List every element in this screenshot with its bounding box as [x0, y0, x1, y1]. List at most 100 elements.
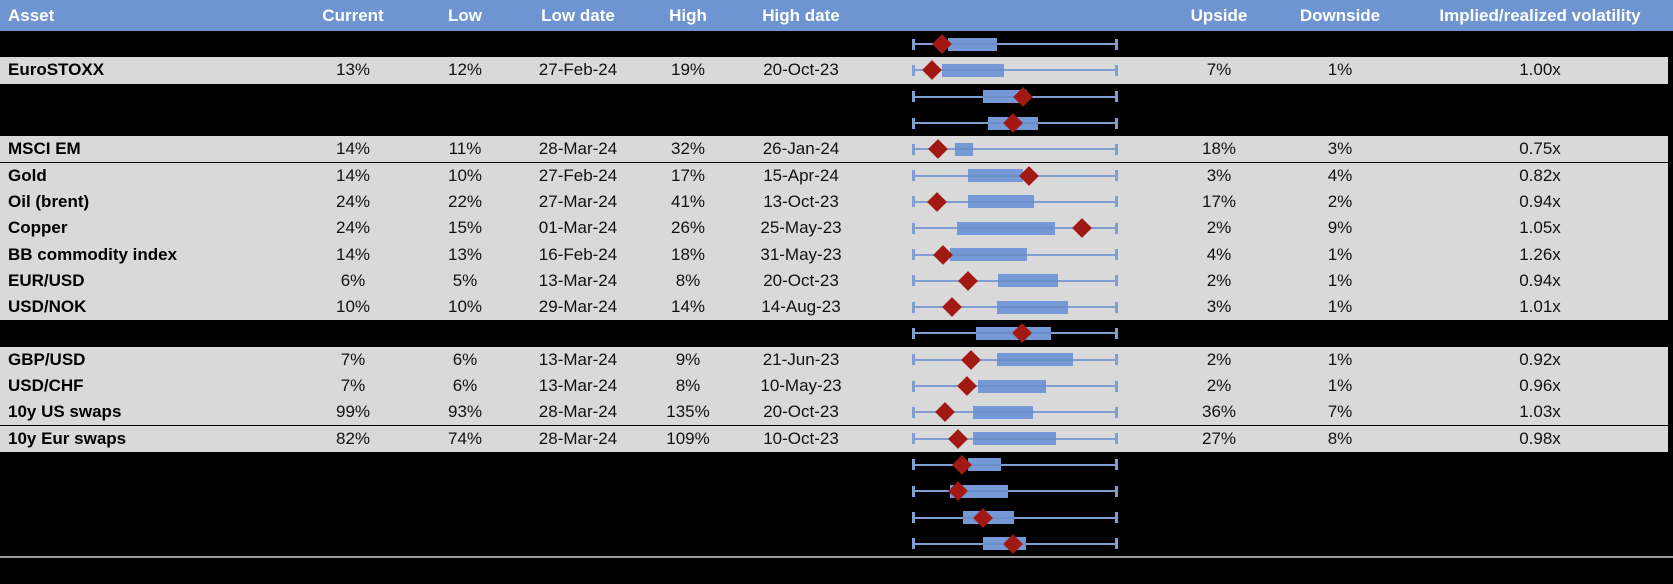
cell-high: 19%	[670, 60, 706, 80]
whisker-cap-left	[912, 485, 915, 497]
whisker-through-box	[968, 463, 1001, 466]
cell-current: 24%	[335, 191, 371, 211]
cell-high: 9%	[675, 349, 701, 369]
cell-downside: 1%	[1327, 297, 1353, 317]
cell-current: 10%	[335, 297, 371, 317]
table-row-bb-commodity-index: BB commodity index 14% 13% 16-Feb-24 18% 31-M…	[0, 241, 1668, 268]
table-row-usd-nok: USD/NOK 10% 10% 29-Mar-24 14% 14-Aug-23 3% 1% 1.…	[0, 294, 1668, 321]
cell-low: 10%	[447, 165, 483, 185]
current-diamond-marker	[935, 402, 955, 423]
table-header-row: Asset Current Low Low date High High date Upsi…	[0, 0, 1673, 31]
cell-low: 6%	[452, 349, 478, 369]
cell-low: 13%	[447, 244, 483, 264]
cell-low-date: 27-Feb-24	[538, 60, 618, 80]
cell-implied-realized: 0.98x	[1519, 428, 1561, 448]
whisker-cap-right	[1115, 196, 1118, 208]
cell-high: 41%	[670, 191, 706, 211]
box-plot	[912, 268, 1118, 294]
current-diamond-marker	[928, 139, 948, 160]
cell-high-date: 20-Oct-23	[763, 402, 839, 422]
cell-low: 11%	[448, 139, 482, 159]
whisker-through-box	[949, 490, 1008, 493]
cell-downside: 1%	[1327, 376, 1353, 396]
cell-low-date: 13-Mar-24	[538, 349, 618, 369]
cell-asset: EuroSTOXX	[8, 60, 105, 80]
box-plot	[912, 136, 1118, 162]
cell-low-date: 29-Mar-24	[538, 297, 618, 317]
box-plot	[912, 215, 1118, 241]
whisker-through-box	[972, 411, 1033, 414]
cell-low: 5%	[452, 270, 478, 290]
whisker-line	[912, 69, 1118, 72]
whisker-through-box	[997, 279, 1059, 282]
table-row-oil-brent-: Oil (brent) 24% 22% 27-Mar-24 41% 13-Oct-23 17…	[0, 188, 1668, 216]
whisker-cap-right	[1115, 275, 1118, 287]
box-plot	[912, 399, 1118, 425]
current-diamond-marker	[957, 270, 978, 291]
column-header-high-date: High date	[762, 6, 840, 25]
hidden-row	[0, 531, 1668, 557]
cell-implied-realized: 1.01x	[1519, 297, 1561, 317]
box-plot	[912, 373, 1118, 399]
whisker-cap-right	[1115, 327, 1118, 339]
cell-current: 7%	[340, 349, 366, 369]
cell-high: 14%	[670, 297, 706, 317]
cell-asset: USD/CHF	[8, 376, 84, 396]
whisker-cap-left	[912, 249, 915, 261]
cell-high-date: 25-May-23	[760, 218, 842, 238]
whisker-cap-right	[1115, 170, 1118, 182]
whisker-cap-left	[912, 538, 915, 550]
cell-high: 32%	[670, 139, 706, 159]
cell-high: 8%	[675, 376, 701, 396]
whisker-through-box	[948, 43, 998, 46]
cell-implied-realized: 0.82x	[1519, 165, 1561, 185]
cell-downside: 1%	[1327, 270, 1353, 290]
table-row-copper: Copper 24% 15% 01-Mar-24 26% 25-May-23 2% 9% 1.0…	[0, 215, 1668, 242]
cell-asset: Oil (brent)	[8, 191, 90, 211]
whisker-through-box	[997, 306, 1068, 309]
cell-high: 18%	[670, 244, 706, 264]
cell-high: 135%	[666, 402, 710, 422]
cell-upside: 2%	[1206, 218, 1232, 238]
cell-high-date: 10-May-23	[760, 376, 842, 396]
whisker-cap-left	[912, 196, 915, 208]
cell-current: 14%	[335, 165, 371, 185]
whisker-cap-right	[1115, 512, 1118, 524]
whisker-line	[912, 516, 1118, 519]
cell-asset: Copper	[8, 218, 68, 238]
whisker-through-box	[968, 200, 1034, 203]
whisker-through-box	[983, 95, 1027, 98]
whisker-through-box	[949, 253, 1027, 256]
cell-high-date: 31-May-23	[760, 244, 842, 264]
cell-asset: Gold	[8, 165, 47, 185]
cell-low: 6%	[452, 376, 478, 396]
cell-upside: 17%	[1201, 191, 1237, 211]
cell-high: 17%	[670, 165, 706, 185]
whisker-cap-right	[1115, 301, 1118, 313]
whisker-cap-right	[1115, 117, 1118, 129]
cell-high: 109%	[666, 428, 710, 448]
cell-current: 14%	[335, 139, 371, 159]
table-row-msci-em: MSCI EM 14% 11% 28-Mar-24 32% 26-Jan-24 18% 3% 0…	[0, 136, 1668, 163]
table-row-10y-eur-swaps: 10y Eur swaps 82% 74% 28-Mar-24 109% 10-Oct-2…	[0, 425, 1668, 452]
box-plot	[912, 531, 1118, 557]
cell-implied-realized: 0.75x	[1519, 139, 1561, 159]
hidden-row	[0, 478, 1668, 504]
cell-downside: 2%	[1327, 191, 1353, 211]
table-row-10y-us-swaps: 10y US swaps 99% 93% 28-Mar-24 135% 20-Oct-23…	[0, 399, 1668, 426]
cell-current: 13%	[335, 60, 371, 80]
cell-implied-realized: 1.00x	[1519, 60, 1561, 80]
cell-upside: 4%	[1206, 244, 1232, 264]
hidden-row	[0, 84, 1668, 110]
whisker-cap-left	[912, 459, 915, 471]
column-header-downside: Downside	[1299, 6, 1381, 25]
cell-downside: 3%	[1327, 139, 1353, 159]
box-plot	[912, 478, 1118, 504]
current-diamond-marker	[961, 349, 981, 370]
whisker-cap-right	[1115, 406, 1118, 418]
cell-low: 15%	[447, 218, 483, 238]
cell-high-date: 20-Oct-23	[763, 60, 839, 80]
whisker-through-box	[956, 227, 1055, 230]
whisker-cap-right	[1115, 222, 1118, 234]
